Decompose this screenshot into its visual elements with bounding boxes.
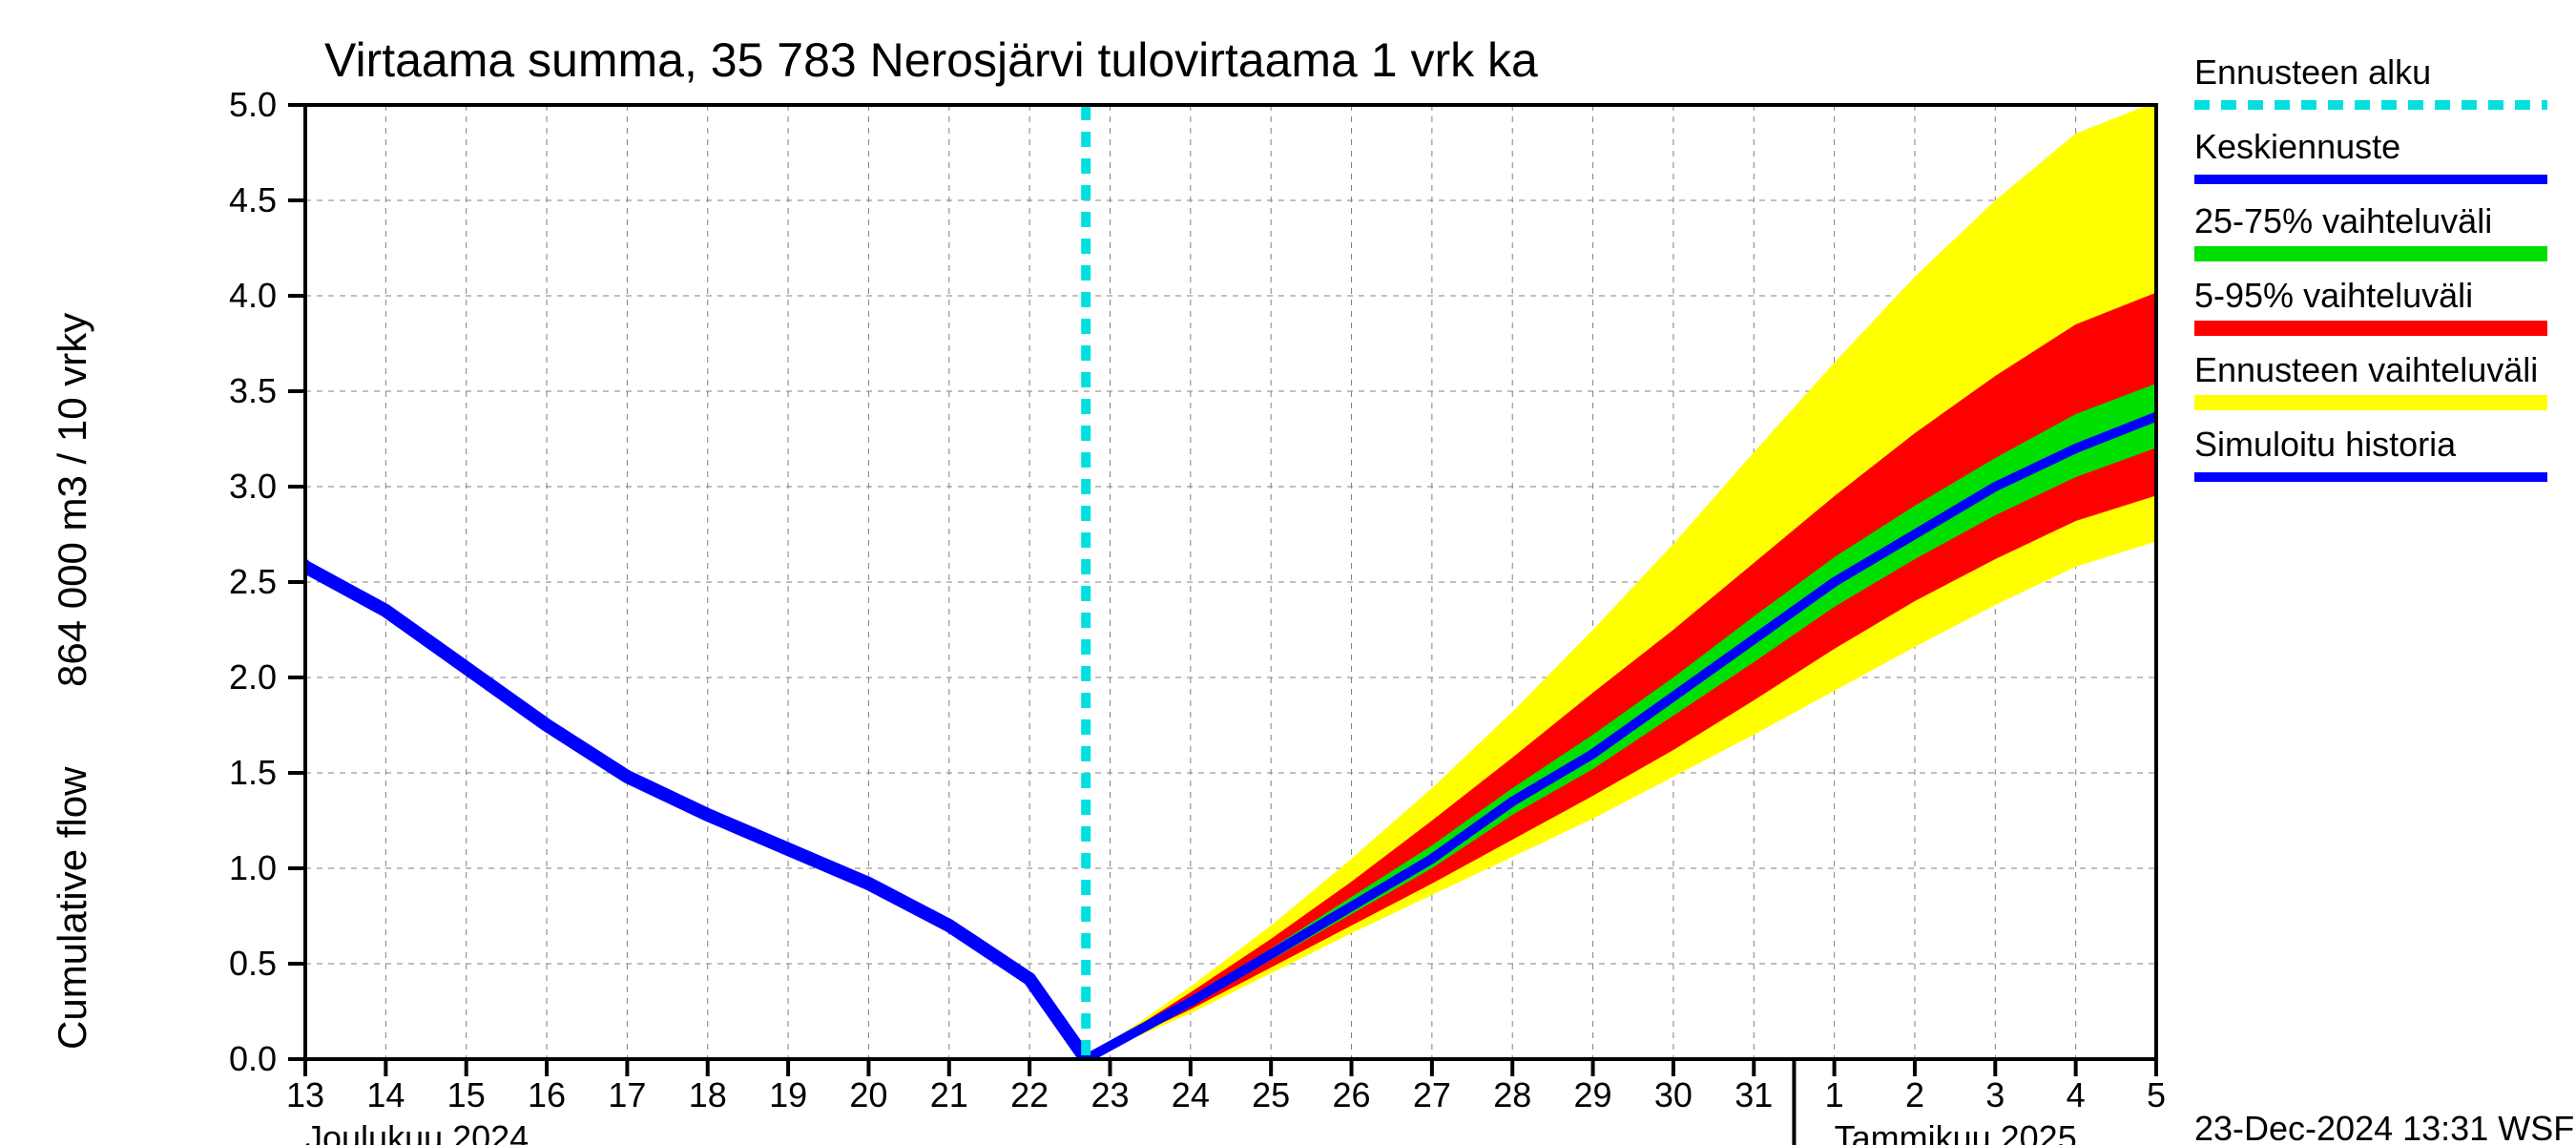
month-label: Joulukuu 2024: [305, 1118, 529, 1145]
ytick-label: 3.0: [229, 467, 277, 506]
chart-title: Virtaama summa, 35 783 Nerosjärvi tulovi…: [324, 33, 1538, 87]
ytick-label: 5.0: [229, 85, 277, 124]
ytick-label: 2.5: [229, 562, 277, 601]
xtick-label: 5: [2147, 1075, 2166, 1114]
legend-swatch: [2194, 395, 2547, 410]
xtick-label: 26: [1332, 1075, 1370, 1114]
ytick-label: 1.0: [229, 848, 277, 887]
xtick-label: 21: [930, 1075, 968, 1114]
svg-text:864 000 m3 / 10 vrky: 864 000 m3 / 10 vrky: [50, 313, 94, 687]
legend-label: Keskiennuste: [2194, 127, 2400, 166]
xtick-label: 27: [1413, 1075, 1451, 1114]
ytick-label: 1.5: [229, 753, 277, 792]
legend-label: Ennusteen alku: [2194, 52, 2431, 92]
xtick-label: 1: [1825, 1075, 1844, 1114]
xtick-label: 25: [1252, 1075, 1290, 1114]
legend-label: 25-75% vaihteluväli: [2194, 201, 2492, 240]
xtick-label: 16: [528, 1075, 566, 1114]
ytick-label: 2.0: [229, 657, 277, 697]
ytick-label: 4.0: [229, 276, 277, 315]
svg-text:Cumulative flow: Cumulative flow: [50, 766, 94, 1050]
legend-label: 5-95% vaihteluväli: [2194, 276, 2473, 315]
xtick-label: 31: [1735, 1075, 1773, 1114]
y-axis-label: Cumulative flow 864 000 m3 / 10 vrky: [50, 313, 94, 1050]
xtick-label: 14: [366, 1075, 405, 1114]
xtick-label: 20: [849, 1075, 887, 1114]
legend-swatch: [2194, 321, 2547, 336]
xtick-label: 30: [1654, 1075, 1693, 1114]
month-label: Tammikuu 2025: [1835, 1118, 2077, 1145]
xtick-label: 17: [608, 1075, 646, 1114]
legend-swatch: [2194, 246, 2547, 261]
xtick-label: 2: [1905, 1075, 1924, 1114]
legend-label: Simuloitu historia: [2194, 425, 2457, 464]
chart-background: [0, 0, 2576, 1145]
xtick-label: 13: [286, 1075, 324, 1114]
xtick-label: 22: [1010, 1075, 1049, 1114]
ytick-label: 3.5: [229, 371, 277, 410]
xtick-label: 4: [2067, 1075, 2086, 1114]
xtick-label: 3: [1985, 1075, 2005, 1114]
ytick-label: 4.5: [229, 180, 277, 219]
legend-label: Ennusteen vaihteluväli: [2194, 350, 2538, 389]
ytick-label: 0.0: [229, 1039, 277, 1078]
xtick-label: 23: [1091, 1075, 1129, 1114]
xtick-label: 24: [1172, 1075, 1210, 1114]
xtick-label: 29: [1574, 1075, 1612, 1114]
footer-text: 23-Dec-2024 13:31 WSFS-O: [2194, 1109, 2576, 1145]
xtick-label: 15: [447, 1075, 486, 1114]
xtick-label: 18: [689, 1075, 727, 1114]
xtick-label: 19: [769, 1075, 807, 1114]
xtick-label: 28: [1493, 1075, 1531, 1114]
ytick-label: 0.5: [229, 944, 277, 983]
